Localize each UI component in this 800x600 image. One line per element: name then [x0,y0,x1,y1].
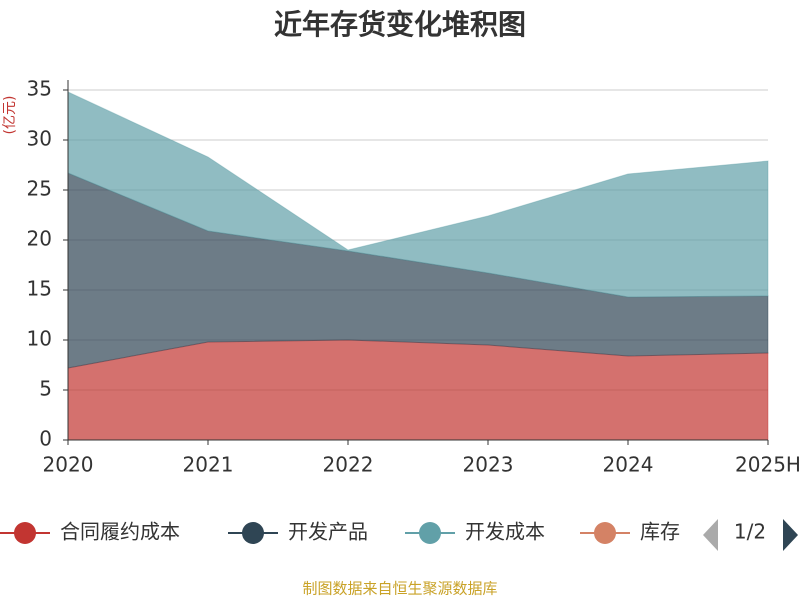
y-tick-label: 0 [39,427,52,451]
legend-item[interactable]: 开发成本 [405,520,545,545]
legend-label: 合同履约成本 [60,520,180,544]
x-tick-label: 2021 [183,453,234,477]
area [67,91,769,298]
y-axis-label: (亿元) [2,96,18,135]
legend-item[interactable]: 开发产品 [228,520,368,545]
legend-label: 开发成本 [465,520,545,544]
x-tick-label: 2020 [43,453,94,477]
legend-item[interactable]: 合同履约成本 [0,520,180,545]
legend-prev[interactable] [703,519,718,551]
legend-label: 开发产品 [288,520,368,544]
legend-item[interactable]: 库存 [580,520,680,545]
x-tick-label: 2022 [323,453,374,477]
legend-page: 1/2 [734,520,766,544]
legend-next[interactable] [783,519,798,551]
y-tick-label: 25 [27,177,52,201]
legend-marker [14,522,36,544]
y-tick-label: 15 [27,277,52,301]
y-tick-label: 30 [27,127,52,151]
y-tick-label: 20 [27,227,52,251]
y-tick-label: 35 [27,77,52,101]
y-tick-label: 5 [39,377,52,401]
source-note: 制图数据来自恒生聚源数据库 [302,580,497,598]
x-tick-label: 2023 [463,453,514,477]
y-tick-label: 10 [27,327,52,351]
x-tick-label: 2024 [603,453,654,477]
legend-marker [242,522,264,544]
chart-title: 近年存货变化堆积图 [274,8,526,41]
legend-label: 库存 [640,520,680,544]
legend-marker [419,522,441,544]
legend-marker [594,522,616,544]
x-tick-label: 2025H [735,453,800,477]
